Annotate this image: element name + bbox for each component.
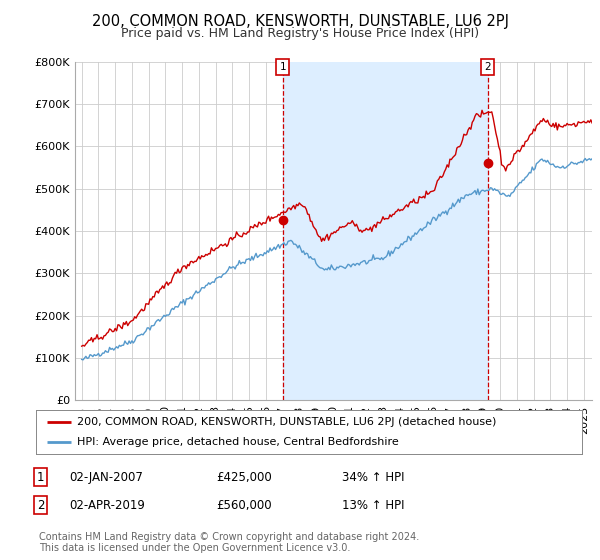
Text: 2: 2 [484,62,491,72]
Text: 34% ↑ HPI: 34% ↑ HPI [342,470,404,484]
Text: Price paid vs. HM Land Registry's House Price Index (HPI): Price paid vs. HM Land Registry's House … [121,27,479,40]
Text: 200, COMMON ROAD, KENSWORTH, DUNSTABLE, LU6 2PJ (detached house): 200, COMMON ROAD, KENSWORTH, DUNSTABLE, … [77,417,496,427]
Text: Contains HM Land Registry data © Crown copyright and database right 2024.
This d: Contains HM Land Registry data © Crown c… [39,531,419,553]
Text: £425,000: £425,000 [216,470,272,484]
Text: £560,000: £560,000 [216,498,272,512]
Text: 02-APR-2019: 02-APR-2019 [69,498,145,512]
Text: 200, COMMON ROAD, KENSWORTH, DUNSTABLE, LU6 2PJ: 200, COMMON ROAD, KENSWORTH, DUNSTABLE, … [91,14,509,29]
Text: 02-JAN-2007: 02-JAN-2007 [69,470,143,484]
Text: 2: 2 [37,498,44,512]
Bar [283,62,488,400]
Text: 1: 1 [280,62,286,72]
Text: HPI: Average price, detached house, Central Bedfordshire: HPI: Average price, detached house, Cent… [77,437,398,447]
Text: 13% ↑ HPI: 13% ↑ HPI [342,498,404,512]
Text: 1: 1 [37,470,44,484]
